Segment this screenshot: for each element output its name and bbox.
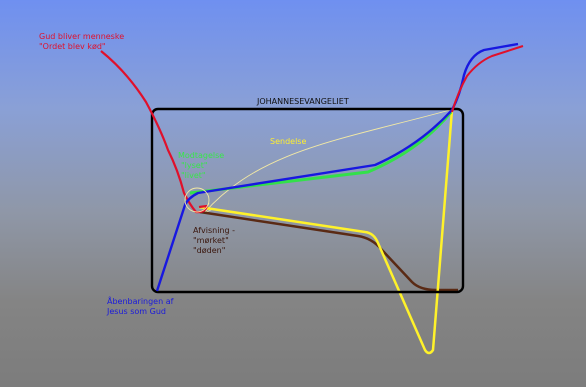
reception-label-line2: "lyset" bbox=[181, 161, 208, 170]
gospel-frame bbox=[150, 107, 465, 294]
revelation-line bbox=[155, 42, 519, 292]
revelation-label-line1: Åbenbaringen af bbox=[107, 297, 174, 306]
ascension-line bbox=[451, 45, 524, 113]
diagram-title: JOHANNESEVANGELIET bbox=[257, 97, 349, 106]
reception-line bbox=[189, 111, 453, 195]
crossing-circle bbox=[184, 187, 210, 213]
rejection-line bbox=[199, 210, 458, 292]
reception-label-line3: "livet" bbox=[181, 171, 206, 180]
revelation-label-line2: Jesus som Gud bbox=[107, 307, 166, 316]
sending-arc bbox=[203, 109, 451, 214]
rejection-label-line1: Afvisning - bbox=[193, 226, 235, 235]
rejection-label-line3: "døden" bbox=[193, 246, 226, 255]
yellow-loop-line bbox=[198, 109, 454, 355]
sending-label: Sendelse bbox=[270, 137, 307, 146]
incarnation-line bbox=[100, 50, 209, 214]
rejection-label-line2: "mørket" bbox=[193, 236, 229, 245]
reception-label-line1: Modtagelse bbox=[178, 151, 225, 160]
incarnation-label-line2: "Ordet blev kød" bbox=[39, 42, 106, 51]
incarnation-label-line1: Gud bliver menneske bbox=[39, 32, 125, 41]
